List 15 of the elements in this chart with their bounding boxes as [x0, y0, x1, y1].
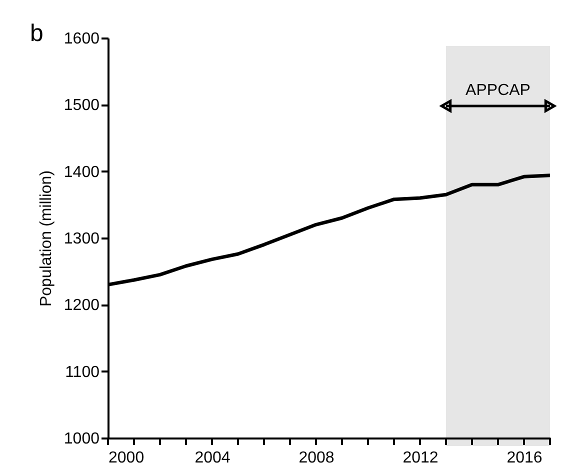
y-tick-label: 1000: [64, 430, 100, 448]
band-label: APPCAP: [466, 82, 530, 99]
y-tick-label: 1200: [64, 297, 100, 314]
x-tick-label: 2000: [108, 450, 144, 466]
text: b: [30, 20, 44, 47]
x-tick-label: 2004: [194, 450, 230, 466]
y-tick-label: 1100: [65, 364, 100, 381]
x-tick-label: 2008: [298, 450, 334, 466]
y-tick-label: 1300: [64, 230, 100, 248]
x-tick-label: 2016: [506, 450, 542, 466]
y-tick-label: 1500: [64, 97, 100, 114]
y-tick-label: 1600: [64, 30, 100, 48]
x-tick-label: 2012: [402, 450, 438, 466]
y-tick-label: 1400: [64, 164, 100, 181]
y-axis-title: Population (million): [38, 170, 55, 307]
